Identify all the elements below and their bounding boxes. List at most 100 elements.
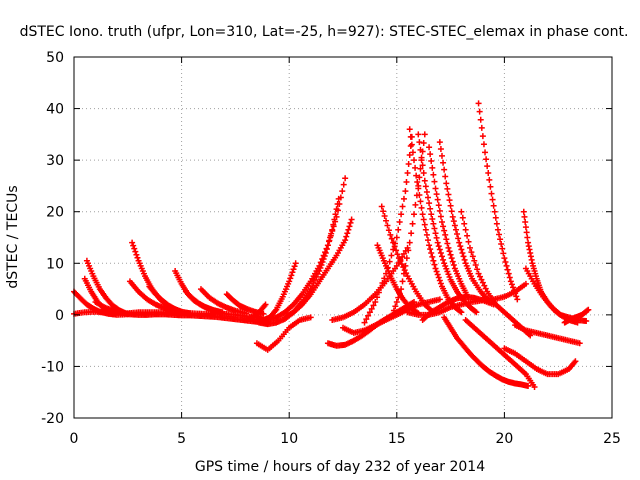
data-point [383,270,390,277]
data-point-marker [398,261,405,268]
data-point-marker [492,214,499,221]
data-point [432,265,439,272]
data-point [393,234,400,241]
data-point [475,270,482,277]
data-point-marker [459,214,466,221]
data-point-marker [429,164,436,171]
data-series-group [436,139,493,305]
y-tick-label: 10 [46,256,64,272]
data-point-marker [426,200,433,207]
data-series-group [561,306,592,326]
data-point-marker [440,256,447,263]
data-point-marker [392,240,399,247]
data-point [415,182,422,189]
data-point-marker [522,219,529,226]
y-tick-label: 30 [46,153,64,169]
data-point [286,278,293,285]
data-point-marker [400,250,407,257]
y-tick-label: -20 [41,411,64,427]
data-point-marker [446,197,453,204]
data-series-group [462,317,538,391]
y-tick-label: 0 [55,308,64,324]
y-tick-label: -10 [41,359,64,375]
data-series-group [281,216,355,321]
data-point-marker [435,243,442,250]
data-series-group [441,314,532,390]
data-point-marker [481,282,488,289]
data-point-marker [423,188,430,195]
data-point-marker [340,181,347,188]
data-point [406,239,413,246]
data-point-marker [344,230,351,237]
x-tick-label: 15 [388,431,406,447]
data-point-marker [493,220,500,227]
data-point-marker [322,249,329,256]
data-point-marker [407,142,414,149]
data-point-marker [430,220,437,227]
data-point [438,219,445,226]
data-point-marker [487,183,494,190]
data-point-marker [512,290,519,297]
x-tick-label: 20 [495,431,513,447]
data-point-marker [486,176,493,183]
data-point-marker [468,249,475,256]
data-point-marker [479,279,486,286]
data-point [531,384,538,391]
data-point-marker [477,116,484,123]
data-point-marker [442,231,449,238]
data-point-marker [385,227,392,234]
data-point-marker [477,273,484,280]
data-point-marker [469,253,476,260]
data-point [445,244,452,251]
data-point-marker [388,252,395,259]
data-point-marker [452,226,459,233]
data-point [262,301,269,308]
data-point [415,131,422,138]
data-series-group [501,345,579,378]
data-point-marker [409,149,416,156]
data-point-marker [431,178,438,185]
data-point [583,318,590,325]
data-point-marker [436,207,443,214]
data-point-marker [430,257,437,264]
data-point [307,286,314,293]
data-point-marker [496,231,503,238]
data-point [129,239,136,246]
data-point [342,237,349,244]
data-point [426,242,433,249]
y-tick-label: 40 [46,102,64,118]
data-point-marker [433,268,440,275]
data-point [219,309,226,316]
data-point-marker [420,170,427,177]
data-point [449,213,456,220]
data-point-marker [427,246,434,253]
data-point-marker [524,234,531,241]
data-point-marker [437,280,444,287]
data-point-marker [436,246,443,253]
data-point-marker [388,235,395,242]
data-point-marker [464,232,471,239]
data-point [421,131,428,138]
data-point-marker [394,251,401,258]
data-point-marker [417,198,424,205]
data-point-marker [447,251,454,258]
data-point-marker [290,266,297,273]
data-point-marker [437,213,444,220]
data-point-marker [383,217,390,224]
data-point-marker [381,213,388,220]
data-point-marker [430,171,437,178]
data-point-marker [421,221,428,228]
data-point-marker [408,141,415,148]
data-point-marker [510,284,517,291]
data-point-marker [437,145,444,152]
data-series-group [146,283,194,317]
data-point-marker [404,170,411,177]
data-point-marker [329,228,336,235]
data-point-marker [484,163,491,170]
data-point-marker [447,202,454,209]
data-point-marker [443,265,450,272]
data-point-marker [448,208,455,215]
data-point-marker [438,253,445,260]
data-point-marker [497,236,504,243]
data-point-marker [375,289,382,296]
